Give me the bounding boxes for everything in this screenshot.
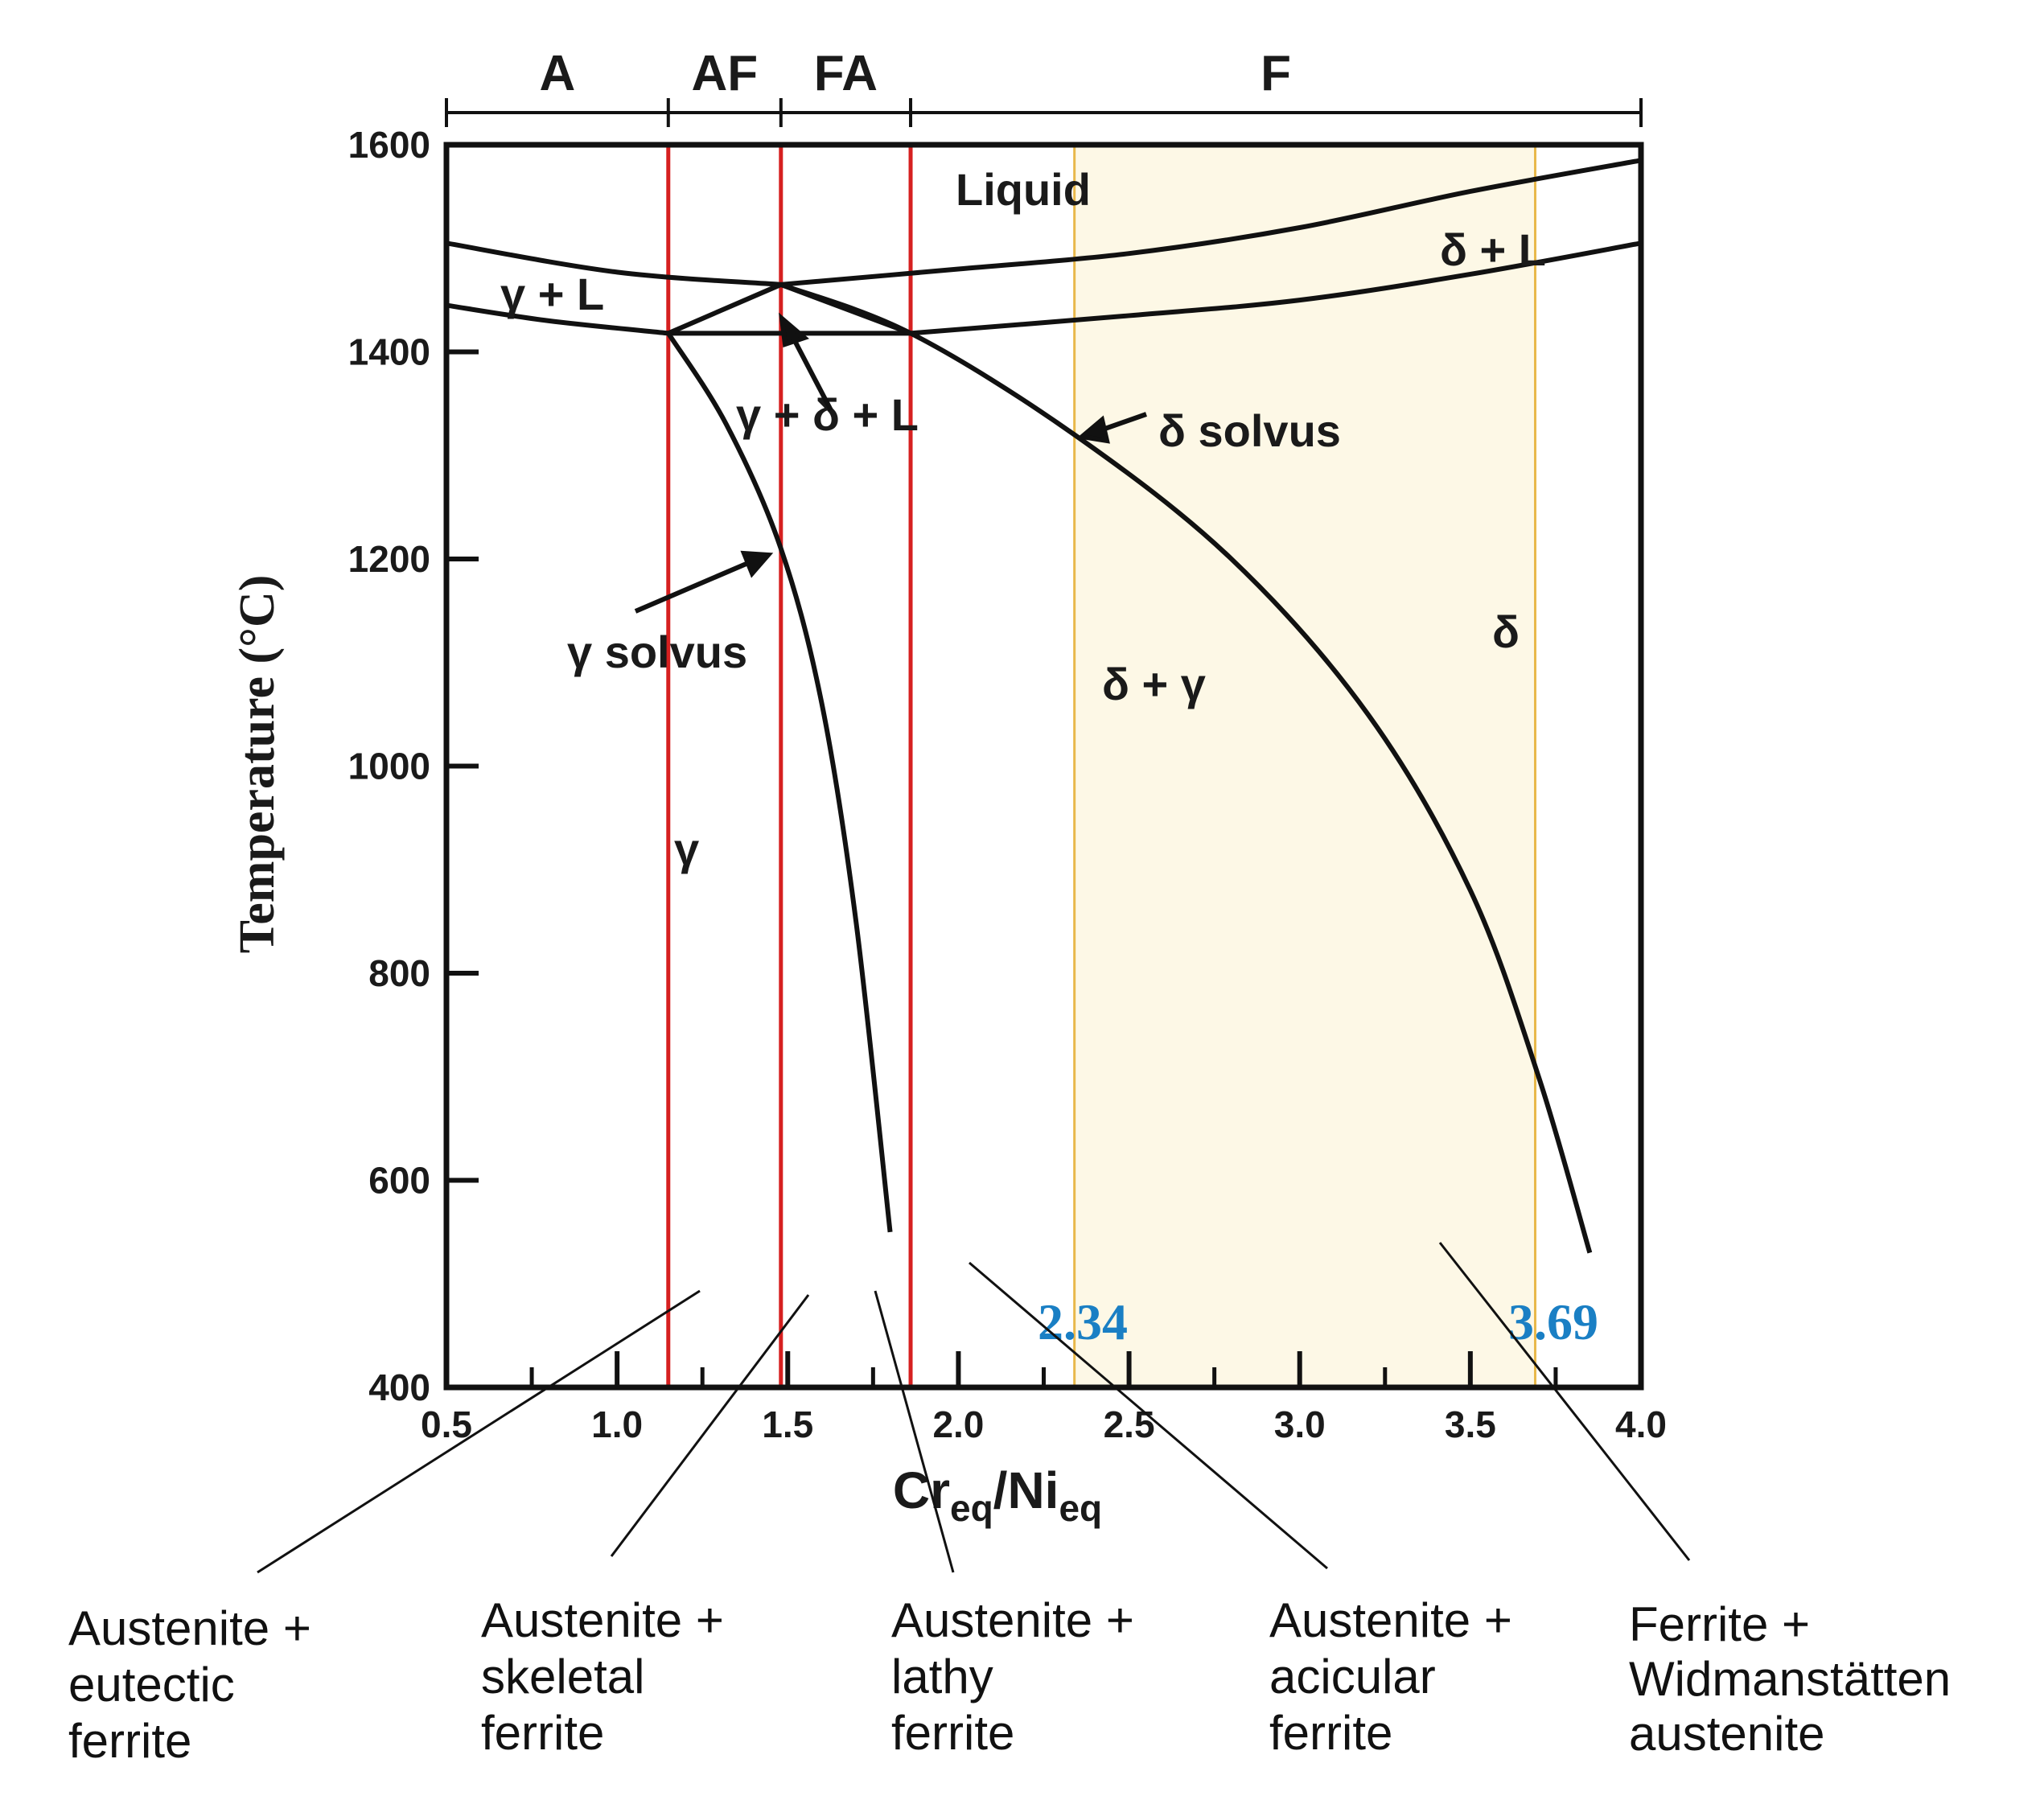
caption-leaders: [257, 1242, 1691, 1574]
highlight-range: [1073, 143, 1536, 1389]
x-tick-label-3.0: 3.0: [1274, 1403, 1326, 1445]
x-label-main: Cr: [893, 1461, 950, 1519]
x-label-sub1: eq: [950, 1487, 993, 1529]
x-tick-label-3.5: 3.5: [1445, 1403, 1496, 1445]
curve-gamma-solvus: [666, 331, 893, 1233]
arrow-head-gamma-solvus: [740, 550, 774, 578]
arrow-delta-solvus: [1100, 412, 1147, 433]
phase-label-delta-gamma: δ + γ: [1102, 659, 1206, 709]
x-label-mid: /Ni: [993, 1461, 1059, 1519]
arrow-triple-point: [790, 335, 833, 412]
curve-delta-solvus: [779, 282, 1593, 1254]
phase-label-gamma-delta-l: γ + δ + L: [736, 389, 919, 440]
arrow-head-triple-point: [779, 312, 809, 348]
curve-solidus-delta: [910, 240, 1642, 336]
leader-eutectic: [257, 1289, 701, 1574]
curve-solidus-gamma: [446, 302, 669, 336]
caption-acicular: Austenite + acicular ferrite: [1269, 1593, 1526, 1760]
x-axis-label: Creq/Nieq: [893, 1461, 1102, 1529]
x-tick-label-4.0: 4.0: [1615, 1403, 1667, 1445]
x-tick-label-1.5: 1.5: [762, 1403, 813, 1445]
x-label-sub2: eq: [1059, 1487, 1102, 1529]
x-tick-label-2.0: 2.0: [932, 1403, 984, 1445]
leader-acicular: [969, 1261, 1328, 1570]
phase-label-liquid: Liquid: [956, 164, 1091, 215]
phase-label-gamma-solvus: γ solvus: [567, 627, 747, 677]
phase-label-delta-l: δ + L: [1440, 224, 1546, 275]
phase-label-gamma: γ: [674, 824, 699, 874]
mode-boundary-layer: [666, 145, 913, 1387]
marker-3-69: 3.69: [1508, 1293, 1598, 1350]
tick-layer: 0.5 1.0 1.5 2.0 2.5 3.0 3.5 4.0 400 600 800 1000 120…: [348, 124, 1667, 1445]
arrow-gamma-solvus: [634, 561, 750, 614]
y-tick-label-1200: 1200: [348, 538, 430, 580]
marker-2-34: 2.34: [1038, 1293, 1128, 1350]
y-tick-label-600: 600: [368, 1160, 430, 1202]
curve-layer: [446, 158, 1642, 1254]
leader-widmanstatten: [1438, 1242, 1691, 1561]
y-tick-label-1000: 1000: [348, 746, 430, 787]
curve-liquidus-gamma: [446, 240, 782, 287]
caption-widmanstatten: Ferrite + Widmanstätten austenite: [1629, 1597, 1964, 1761]
caption-lathy: Austenite + lathy ferrite: [891, 1593, 1148, 1760]
y-axis-label: Temperature (°C): [230, 575, 285, 954]
mode-label-af: AF: [691, 46, 758, 101]
curve-triangle-left: [667, 282, 782, 336]
y-tick-label-1400: 1400: [348, 331, 430, 373]
phase-label-delta: δ: [1492, 606, 1520, 657]
curve-liquidus-delta: [780, 158, 1642, 287]
highlight-layer: [1073, 143, 1536, 1389]
solidification-mode-layer: A AF FA F: [445, 46, 1643, 127]
phase-label-delta-solvus: δ solvus: [1158, 405, 1341, 456]
mode-label-f: F: [1261, 46, 1291, 101]
solvus-arrows: [634, 312, 1147, 614]
x-tick-label-0.5: 0.5: [421, 1403, 472, 1445]
arrow-head-delta-solvus: [1076, 415, 1110, 444]
x-tick-label-1.0: 1.0: [591, 1403, 643, 1445]
caption-skeletal: Austenite + skeletal ferrite: [481, 1593, 738, 1760]
mode-label-fa: FA: [814, 46, 878, 101]
leader-skeletal: [610, 1294, 810, 1557]
caption-eutectic: Austenite + eutectic ferrite: [68, 1601, 325, 1768]
mode-label-a: A: [540, 46, 576, 101]
y-tick-label-1600: 1600: [348, 124, 430, 166]
phase-label-gamma-l: γ + L: [500, 269, 604, 319]
y-tick-label-400: 400: [368, 1366, 430, 1408]
leader-lathy: [874, 1290, 955, 1573]
x-tick-label-2.5: 2.5: [1104, 1403, 1155, 1445]
y-tick-label-800: 800: [368, 952, 430, 994]
